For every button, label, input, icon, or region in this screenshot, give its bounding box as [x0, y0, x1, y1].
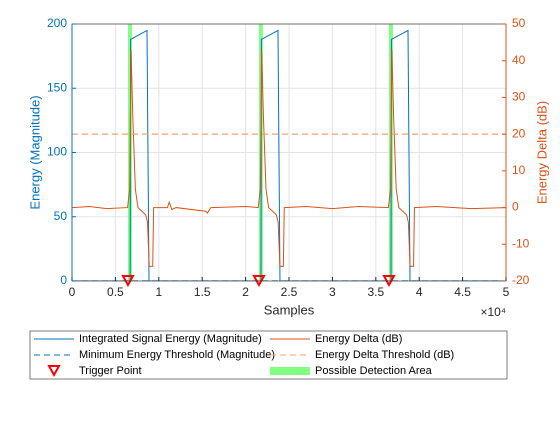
x-tick-label: 0	[69, 285, 76, 299]
y2-tick-label: 50	[512, 16, 526, 30]
x-axis-label: Samples	[264, 302, 315, 317]
y-tick-label: 0	[60, 273, 67, 287]
legend-swatch	[270, 367, 310, 375]
y2-tick-label: 40	[512, 53, 526, 67]
data-line	[72, 49, 506, 267]
x-tick-label: 2.5	[281, 285, 298, 299]
x-tick-label: 3	[329, 285, 336, 299]
y-tick-label: 50	[54, 209, 68, 223]
x-tick-label: 3.5	[367, 285, 384, 299]
legend-label: Minimum Energy Threshold (Magnitude)	[79, 349, 275, 361]
y2-tick-label: -20	[512, 273, 530, 287]
x-tick-label: 2	[242, 285, 249, 299]
y2-tick-label: 20	[512, 126, 526, 140]
x-exponent: ×10⁴	[480, 305, 506, 319]
trigger-marker	[121, 275, 135, 288]
x-tick-label: 1	[155, 285, 162, 299]
y-axis-label: Energy (Magnitude)	[27, 95, 42, 209]
legend-box	[29, 330, 508, 380]
y-tick-label: 200	[47, 16, 67, 30]
trigger-marker	[252, 275, 266, 288]
y2-tick-label: 30	[512, 90, 526, 104]
y-tick-label: 100	[47, 145, 67, 159]
legend-label: Integrated Signal Energy (Magnitude)	[79, 333, 262, 345]
legend-label: Energy Delta (dB)	[315, 333, 402, 345]
legend-label: Possible Detection Area	[315, 365, 433, 377]
data-line	[72, 29, 506, 281]
y2-tick-label: 10	[512, 163, 526, 177]
y-tick-label: 150	[47, 80, 67, 94]
y2-tick-label: -10	[512, 236, 530, 250]
legend-swatch	[47, 365, 61, 378]
x-tick-label: 5	[503, 285, 510, 299]
x-tick-label: 4.5	[454, 285, 471, 299]
x-tick-label: 4	[416, 285, 423, 299]
y2-axis-label: Energy Delta (dB)	[534, 101, 549, 204]
trigger-marker	[382, 275, 396, 288]
x-tick-label: 1.5	[194, 285, 211, 299]
plot-area	[72, 24, 506, 281]
legend-label: Trigger Point	[79, 365, 142, 377]
legend-label: Energy Delta Threshold (dB)	[315, 349, 454, 361]
y2-tick-label: 0	[512, 200, 519, 214]
x-tick-label: 0.5	[107, 285, 124, 299]
